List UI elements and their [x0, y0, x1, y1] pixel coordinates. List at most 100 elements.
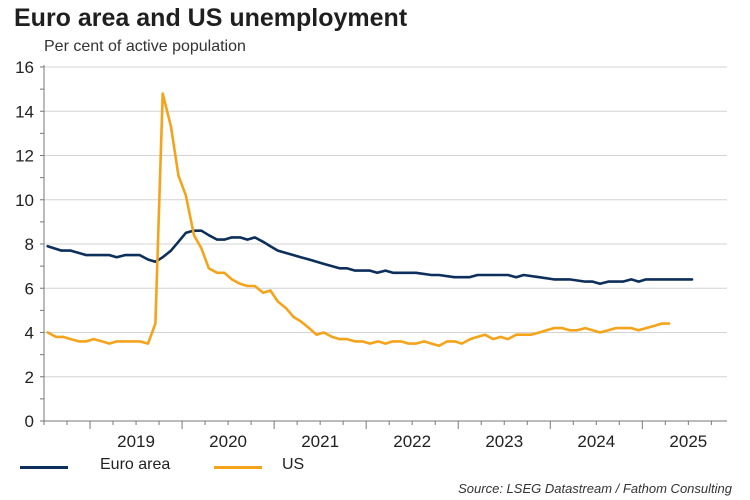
data-point-us [69, 338, 72, 340]
data-point-us [299, 320, 302, 323]
data-point-euro-area [115, 256, 118, 259]
data-point-us [177, 174, 180, 177]
chart-source: Source: LSEG Datastream / Fathom Consult… [458, 481, 732, 496]
data-point-euro-area [276, 249, 279, 252]
data-point-euro-area [591, 280, 594, 283]
data-point-euro-area [230, 236, 233, 239]
data-point-us [308, 327, 310, 329]
series-line-euro-area [46, 229, 694, 286]
data-point-us [92, 338, 95, 340]
data-point-euro-area [108, 254, 111, 256]
data-point-us [469, 338, 472, 340]
data-point-euro-area [453, 276, 456, 279]
data-point-us [345, 338, 348, 340]
data-point-euro-area [124, 254, 126, 256]
legend-swatch-euro-area [20, 466, 68, 469]
data-point-euro-area [60, 249, 63, 252]
data-point-euro-area [430, 274, 433, 276]
x-tick-label-2023: 2023 [485, 432, 523, 451]
data-point-us [584, 327, 587, 329]
y-tick-label-2: 2 [25, 368, 34, 387]
data-point-us [154, 322, 157, 325]
data-point-euro-area [584, 280, 587, 283]
y-tick-label-10: 10 [15, 191, 34, 210]
data-point-euro-area [438, 274, 440, 276]
y-tick-label-0: 0 [25, 412, 34, 431]
y-tick-label-12: 12 [15, 147, 34, 166]
data-point-euro-area [400, 271, 402, 274]
data-point-us [384, 342, 387, 345]
data-point-euro-area [338, 267, 341, 270]
data-point-us [193, 234, 195, 237]
data-point-us [101, 340, 103, 343]
data-point-us [407, 342, 410, 345]
data-point-us [568, 329, 571, 332]
data-point-us [276, 300, 279, 303]
data-point-us [147, 342, 149, 345]
data-point-us [499, 336, 502, 338]
series-line-us [46, 92, 671, 348]
data-point-euro-area [376, 271, 379, 274]
data-point-euro-area [92, 254, 95, 256]
data-point-us [78, 340, 80, 343]
data-point-us [124, 340, 126, 343]
data-point-euro-area [131, 254, 134, 256]
data-point-euro-area [246, 238, 249, 241]
data-point-euro-area [292, 254, 295, 256]
data-point-euro-area [207, 234, 210, 237]
data-point-euro-area [299, 256, 302, 259]
data-point-us [62, 336, 65, 338]
data-point-us [331, 336, 333, 338]
data-point-us [161, 92, 164, 95]
data-point-us [285, 307, 287, 310]
y-tick-label-8: 8 [25, 235, 34, 254]
x-tick-label-2025: 2025 [669, 432, 707, 451]
data-point-us [430, 342, 433, 345]
data-point-euro-area [507, 274, 509, 276]
data-point-us [515, 333, 518, 336]
data-point-euro-area [216, 238, 219, 241]
data-point-euro-area [239, 236, 242, 239]
data-point-euro-area [262, 240, 264, 243]
x-tick-label-2024: 2024 [577, 432, 615, 451]
data-point-us [423, 340, 426, 343]
data-point-euro-area [476, 274, 479, 276]
data-point-us [545, 329, 548, 332]
data-point-us [239, 282, 242, 285]
data-point-euro-area [630, 278, 633, 281]
data-point-euro-area [645, 278, 647, 281]
data-point-us [438, 344, 440, 347]
data-point-euro-area [46, 245, 49, 248]
data-point-us [338, 338, 341, 340]
data-point-euro-area [345, 267, 348, 270]
data-point-us [576, 329, 578, 332]
data-point-us [230, 278, 233, 281]
data-point-euro-area [223, 238, 226, 241]
data-point-euro-area [138, 254, 141, 256]
data-point-us [315, 333, 318, 336]
data-point-euro-area [660, 278, 663, 281]
data-point-euro-area [147, 258, 149, 261]
data-point-euro-area [85, 254, 88, 256]
data-point-us [415, 342, 417, 345]
data-point-us [131, 340, 134, 343]
data-point-euro-area [177, 240, 180, 243]
data-point-us [614, 327, 617, 329]
data-point-us [377, 340, 379, 343]
data-point-us [246, 285, 249, 287]
data-point-euro-area [308, 258, 310, 261]
chart-subtitle: Per cent of active population [44, 38, 246, 55]
y-tick-label-6: 6 [25, 279, 34, 298]
data-point-us [115, 340, 118, 343]
data-point-us [108, 342, 111, 345]
data-point-us [453, 340, 456, 343]
data-point-us [322, 331, 325, 334]
x-tick-label-2019: 2019 [117, 432, 155, 451]
data-point-us [200, 247, 203, 250]
data-point-us [292, 316, 295, 318]
data-point-euro-area [161, 256, 164, 259]
legend-swatch-us [214, 466, 262, 469]
data-point-us [369, 342, 371, 345]
legend-label-us: US [282, 456, 305, 473]
